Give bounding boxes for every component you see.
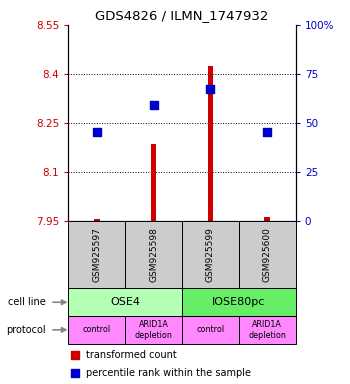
Bar — [239, 316, 296, 344]
Text: transformed count: transformed count — [86, 350, 177, 360]
Bar — [94, 219, 99, 221]
Text: GSM925599: GSM925599 — [206, 227, 215, 282]
Bar — [68, 221, 125, 288]
Bar — [68, 288, 182, 316]
Bar — [125, 221, 182, 288]
Title: GDS4826 / ILMN_1747932: GDS4826 / ILMN_1747932 — [95, 9, 269, 22]
Bar — [151, 144, 156, 221]
Bar — [239, 221, 296, 288]
Bar — [182, 316, 239, 344]
Text: ARID1A
depletion: ARID1A depletion — [135, 320, 173, 339]
Text: percentile rank within the sample: percentile rank within the sample — [86, 368, 251, 378]
Text: GSM925598: GSM925598 — [149, 227, 158, 282]
Text: IOSE80pc: IOSE80pc — [212, 297, 266, 307]
Bar — [182, 288, 296, 316]
Point — [208, 86, 213, 92]
Point — [72, 352, 78, 358]
Point — [151, 102, 156, 108]
Point — [72, 370, 78, 376]
Point — [94, 129, 99, 135]
Text: OSE4: OSE4 — [110, 297, 140, 307]
Text: GSM925600: GSM925600 — [263, 227, 272, 282]
Bar — [208, 66, 213, 221]
Bar — [265, 217, 270, 221]
Text: cell line: cell line — [8, 297, 46, 307]
Bar — [68, 316, 125, 344]
Text: control: control — [83, 325, 111, 334]
Bar — [182, 221, 239, 288]
Text: GSM925597: GSM925597 — [92, 227, 101, 282]
Point — [265, 129, 270, 135]
Text: control: control — [196, 325, 224, 334]
Bar — [125, 316, 182, 344]
Text: ARID1A
depletion: ARID1A depletion — [248, 320, 286, 339]
Text: protocol: protocol — [6, 325, 46, 335]
